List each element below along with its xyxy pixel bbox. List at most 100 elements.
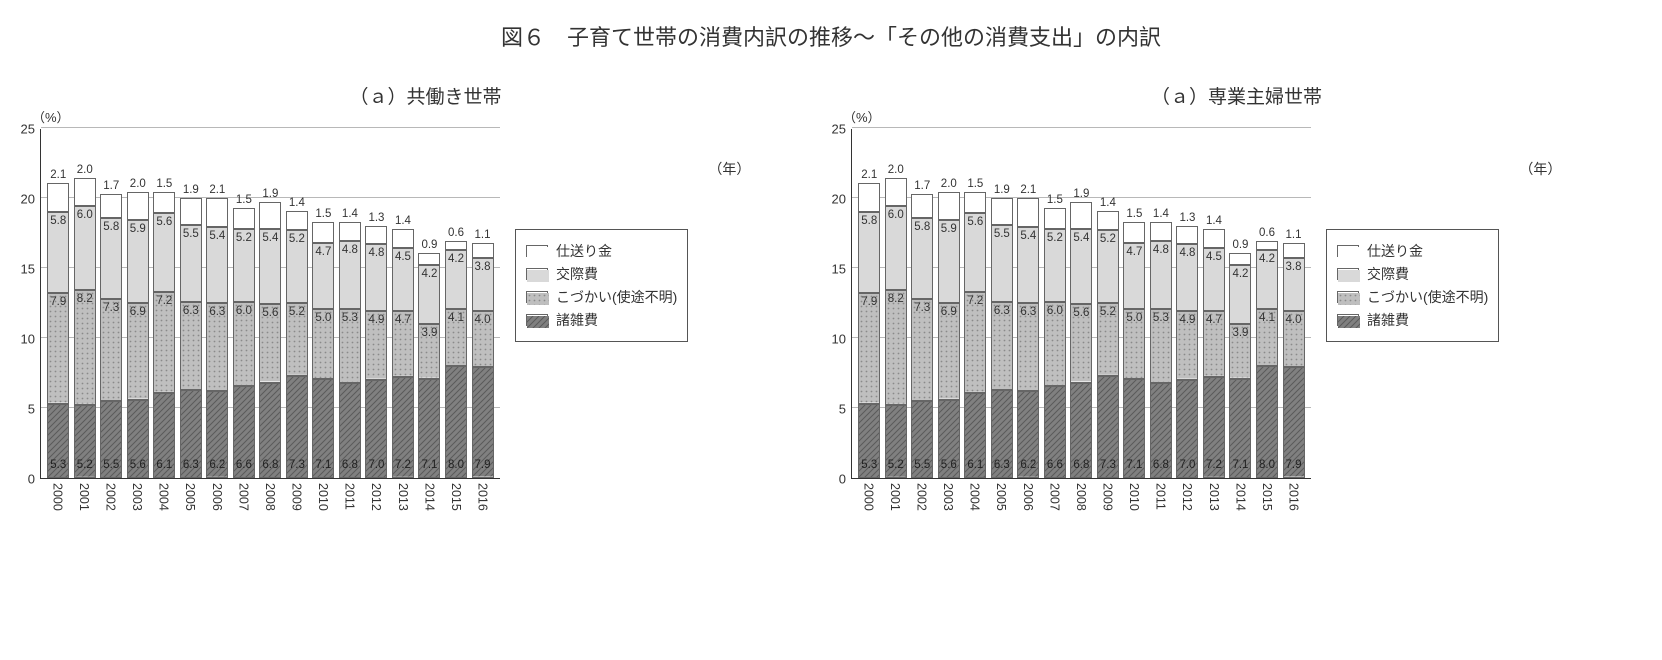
x-tick-label: 2002 xyxy=(103,483,117,521)
bar-segment-s2: 7.2 xyxy=(964,292,986,393)
segment-value-label: 1.4 xyxy=(1206,215,1222,227)
legend-label: 仕送り金 xyxy=(556,241,612,261)
segment-value-label: 3.8 xyxy=(1286,261,1302,273)
legend-label: 交際費 xyxy=(1367,264,1409,284)
segment-value-label: 4.8 xyxy=(342,244,358,256)
bar-segment-s3: 4.8 xyxy=(339,241,361,308)
segment-value-label: 2.0 xyxy=(130,178,146,190)
bar-column: 2.15.87.95.3 xyxy=(858,183,880,478)
segment-value-label: 1.9 xyxy=(183,184,199,196)
segment-value-label: 1.4 xyxy=(1100,197,1116,209)
x-tick-label: 2000 xyxy=(861,483,875,521)
bar-segment-s3: 5.8 xyxy=(858,212,880,293)
bar-segment-s2: 7.2 xyxy=(153,292,175,393)
x-tick-label: 2003 xyxy=(130,483,144,521)
x-axis-unit: （年） xyxy=(1519,159,1561,179)
segment-value-label: 5.9 xyxy=(130,223,146,235)
y-axis-unit: （%） xyxy=(843,107,881,126)
x-tick-label: 2013 xyxy=(396,483,410,521)
y-tick-label: 20 xyxy=(832,192,846,207)
segment-value-label: 1.9 xyxy=(994,184,1010,196)
x-tick-label: 2008 xyxy=(1074,483,1088,521)
segment-value-label: 1.7 xyxy=(103,180,119,192)
bar-segment-s1: 6.8 xyxy=(1150,383,1172,478)
bar-column: 1.75.87.35.5 xyxy=(100,194,122,478)
bar-column: 0.64.24.18.0 xyxy=(445,241,467,478)
bar-segment-s2: 7.9 xyxy=(47,293,69,404)
bar-segment-s2: 4.0 xyxy=(1283,311,1305,367)
bar-segment-s4: 1.5 xyxy=(233,208,255,229)
bar-segment-s3: 5.2 xyxy=(1044,229,1066,302)
chart-panel: （ａ）共働き世帯（%）05101520252.15.87.95.32.06.08… xyxy=(40,82,811,521)
bar-segment-s4: 1.7 xyxy=(100,194,122,218)
legend-item: 交際費 xyxy=(1337,264,1488,284)
y-tick-label: 15 xyxy=(21,262,35,277)
x-tick-label: 2009 xyxy=(1100,483,1114,521)
segment-value-label: 1.9 xyxy=(262,188,278,200)
x-tick-label: 2016 xyxy=(476,483,490,521)
x-tick-label: 2016 xyxy=(1287,483,1301,521)
segment-value-label: 3.8 xyxy=(475,261,491,273)
panel-subtitle: （ａ）専業主婦世帯 xyxy=(851,82,1622,109)
y-tick-label: 5 xyxy=(839,402,846,417)
chart-wrap: （%）05101520252.15.87.95.32.06.08.25.21.7… xyxy=(40,129,811,521)
bar-segment-s4: 1.1 xyxy=(472,243,494,258)
bar-column: 2.15.87.95.3 xyxy=(47,183,69,478)
legend-item: 諸雑費 xyxy=(1337,310,1488,330)
legend-label: こづかい(使途不明) xyxy=(1367,287,1488,307)
bar-segment-s2: 7.3 xyxy=(911,299,933,401)
plot-area: 05101520252.15.87.95.32.06.08.25.21.75.8… xyxy=(851,129,1311,479)
bar-column: 2.05.96.95.6 xyxy=(938,192,960,478)
segment-value-label: 2.0 xyxy=(888,164,904,176)
x-tick-label: 2009 xyxy=(289,483,303,521)
x-tick-label: 2008 xyxy=(263,483,277,521)
bar-column: 2.06.08.25.2 xyxy=(74,178,96,478)
bar-segment-s3: 3.8 xyxy=(1283,258,1305,311)
legend-swatch xyxy=(526,268,548,280)
bar-segment-s1: 6.8 xyxy=(339,383,361,478)
bar-segment-s1: 5.2 xyxy=(885,405,907,478)
x-tick-label: 2011 xyxy=(1154,483,1168,521)
segment-value-label: 4.2 xyxy=(1259,253,1275,265)
legend-label: 交際費 xyxy=(556,264,598,284)
segment-value-label: 5.8 xyxy=(50,215,66,227)
y-tick-label: 10 xyxy=(21,332,35,347)
bar-segment-s2: 6.0 xyxy=(233,302,255,386)
bar-segment-s1: 6.1 xyxy=(964,393,986,478)
panel-subtitle: （ａ）共働き世帯 xyxy=(40,82,811,109)
bar-segment-s3: 5.2 xyxy=(286,230,308,303)
bar-column: 1.44.54.77.2 xyxy=(1203,229,1225,478)
bar-segment-s3: 4.5 xyxy=(392,248,414,311)
bar-segment-s3: 6.0 xyxy=(885,206,907,290)
bar-segment-s4: 2.1 xyxy=(47,183,69,212)
x-tick-label: 2005 xyxy=(994,483,1008,521)
segment-value-label: 6.0 xyxy=(77,209,93,221)
legend-swatch xyxy=(1337,314,1359,326)
bar-segment-s3: 5.8 xyxy=(47,212,69,293)
bar-column: 1.44.85.36.8 xyxy=(1150,222,1172,478)
bar-segment-s2: 7.9 xyxy=(858,293,880,404)
bar-segment-s2: 8.2 xyxy=(74,290,96,405)
segment-value-label: 5.6 xyxy=(967,216,983,228)
x-tick-label: 2013 xyxy=(1207,483,1221,521)
bar-segment-s1: 6.3 xyxy=(991,390,1013,478)
segment-value-label: 5.2 xyxy=(289,233,305,245)
segment-value-label: 5.8 xyxy=(914,221,930,233)
bar-segment-s4: 0.9 xyxy=(418,253,440,266)
bar-segment-s1: 7.2 xyxy=(1203,377,1225,478)
bar-segment-s4: 2.0 xyxy=(885,178,907,206)
segment-value-label: 1.1 xyxy=(1286,229,1302,241)
y-tick-label: 0 xyxy=(28,472,35,487)
x-tick-label: 2001 xyxy=(77,483,91,521)
segment-value-label: 4.2 xyxy=(421,268,437,280)
plot-area: 05101520252.15.87.95.32.06.08.25.21.75.8… xyxy=(40,129,500,479)
segment-value-label: 5.2 xyxy=(1047,232,1063,244)
bar-segment-s1: 6.2 xyxy=(206,391,228,478)
bar-segment-s1: 5.5 xyxy=(100,401,122,478)
segment-value-label: 5.8 xyxy=(103,221,119,233)
segment-value-label: 1.9 xyxy=(1073,188,1089,200)
bar-segment-s1: 5.3 xyxy=(858,404,880,478)
segment-value-label: 4.5 xyxy=(1206,251,1222,263)
bar-segment-s1: 6.8 xyxy=(259,383,281,478)
bar-segment-s4: 0.6 xyxy=(445,241,467,249)
